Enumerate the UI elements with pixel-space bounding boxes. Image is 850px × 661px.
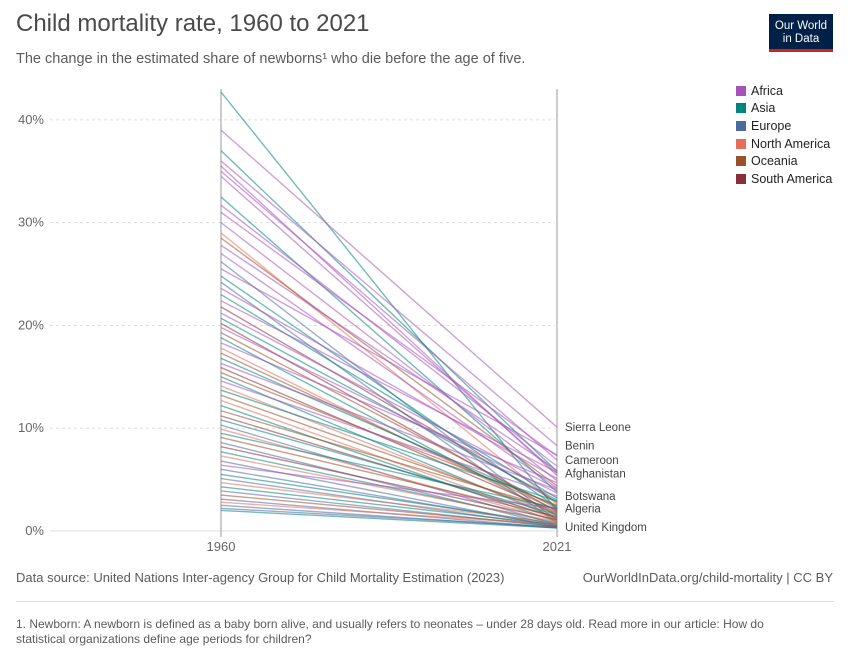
legend-swatch (736, 103, 746, 114)
legend-label: Africa (751, 83, 783, 98)
series-end-label: Afghanistan (565, 468, 626, 480)
legend-label: Europe (751, 118, 792, 133)
series-line (220, 129, 558, 428)
footnote: 1. Newborn: A newborn is defined as a ba… (16, 617, 764, 646)
logo-line-2: in Data (782, 33, 820, 45)
series-line (220, 481, 558, 524)
series-line (220, 170, 558, 461)
y-tick-label: 0% (25, 523, 44, 538)
footer-divider (16, 601, 834, 602)
legend-item-asia[interactable]: Asia (736, 100, 832, 118)
series-line (220, 160, 558, 447)
legend-swatch (736, 138, 746, 149)
series-line (220, 446, 558, 521)
series-line (220, 222, 558, 482)
series-line (220, 300, 558, 474)
series-end-label: Botswana (565, 491, 616, 503)
series-line (220, 455, 558, 523)
series-line (220, 501, 558, 526)
series-end-label: Benin (565, 441, 594, 453)
series-line (220, 150, 558, 472)
series-line (220, 486, 558, 526)
legend-item-europe[interactable]: Europe (736, 117, 832, 135)
series-end-label: Cameroon (565, 455, 619, 467)
legend-label: South America (751, 171, 833, 186)
series-line (220, 293, 558, 499)
logo-line-1: Our World (774, 20, 828, 32)
series-line (220, 252, 558, 489)
legend-item-south-america[interactable]: South America (736, 170, 832, 188)
legend-swatch (736, 120, 746, 131)
series-line (220, 404, 558, 523)
y-tick-label: 20% (18, 317, 44, 332)
series-end-label: Algeria (565, 503, 601, 515)
series-line (220, 196, 558, 493)
series-line (220, 331, 558, 510)
legend: Africa Asia Europe North America Oceania… (736, 82, 832, 188)
series-line (220, 507, 558, 528)
series-line (220, 244, 558, 471)
legend-label: Asia (751, 101, 776, 116)
series-line (220, 436, 558, 518)
chart-subtitle: The change in the estimated share of new… (16, 51, 526, 67)
series-line (220, 385, 558, 518)
legend-item-africa[interactable]: Africa (736, 82, 832, 100)
series-line (220, 380, 558, 497)
series-line (220, 428, 558, 522)
legend-swatch (736, 85, 746, 96)
series-line (220, 211, 558, 457)
series-line (220, 357, 558, 507)
series-line (220, 268, 558, 456)
axes: 0% 10% 20% 30% 40% 1960 2021 (18, 89, 571, 554)
x-tick-label: 2021 (543, 539, 572, 554)
y-tick-label: 30% (18, 215, 44, 230)
series-end-label: United Kingdom (565, 522, 647, 534)
series-line (220, 419, 558, 516)
chart-title: Child mortality rate, 1960 to 2021 (16, 10, 370, 37)
y-tick-label: 40% (18, 112, 44, 127)
legend-label: Oceania (751, 154, 798, 169)
series-line (220, 317, 558, 501)
series-line (220, 464, 558, 510)
series-line (220, 394, 558, 515)
data-source: Data source: United Nations Inter-agency… (16, 570, 505, 585)
series-end-label: Sierra Leone (565, 422, 631, 434)
series-line (220, 91, 558, 511)
legend-item-oceania[interactable]: Oceania (736, 152, 832, 170)
series-line (220, 204, 558, 467)
series-line (220, 362, 558, 491)
series-line (220, 366, 558, 514)
series-line (220, 509, 558, 529)
series-lines (220, 91, 558, 529)
legend-swatch (736, 156, 746, 167)
series-line (220, 287, 558, 480)
legend-item-north-america[interactable]: North America (736, 135, 832, 153)
legend-label: North America (751, 136, 831, 151)
y-tick-label: 10% (18, 420, 44, 435)
series-line (220, 389, 558, 502)
slope-chart: 0% 10% 20% 30% 40% 1960 2021 Sierra Leone Benin… (18, 89, 647, 554)
series-line (220, 432, 558, 510)
series-line (220, 326, 558, 494)
source-link[interactable]: OurWorldInData.org/child-mortality | CC … (582, 570, 833, 585)
legend-swatch (736, 173, 746, 184)
owid-logo[interactable]: Our World in Data (769, 14, 833, 52)
series-line (220, 410, 558, 511)
series-line (220, 441, 558, 527)
series-line (220, 342, 558, 484)
x-tick-label: 1960 (207, 539, 236, 554)
